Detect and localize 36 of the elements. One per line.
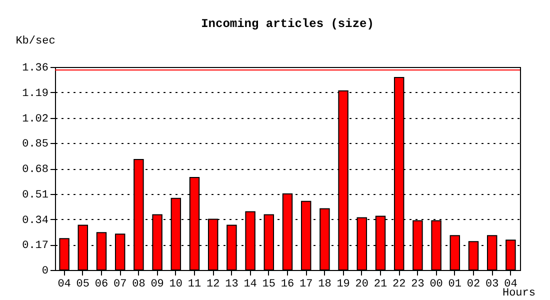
x-tick-label: 16 (280, 278, 294, 290)
x-tick-label: 13 (225, 278, 238, 290)
chart-title: Incoming articles (size) (201, 17, 374, 31)
x-tick-label: 08 (132, 278, 146, 290)
x-tick-label: 01 (448, 278, 462, 290)
y-tick-label: 0.68 (22, 164, 48, 176)
x-tick-label: 04 (58, 278, 72, 290)
x-tick-label: 10 (169, 278, 182, 290)
x-tick-label: 09 (150, 278, 164, 290)
y-tick-label: 0.85 (22, 138, 48, 151)
x-tick-label: 03 (486, 278, 499, 290)
y-tick-label: 0 (42, 266, 48, 278)
x-tick-label: 00 (430, 278, 443, 290)
y-tick-label: 1.19 (22, 88, 48, 100)
x-tick-label: 02 (466, 278, 480, 290)
y-tick-label: 0.51 (22, 189, 49, 202)
y-tick-label: 0.17 (22, 240, 48, 252)
x-tick-label: 12 (206, 278, 220, 290)
x-tick-label: 15 (262, 278, 276, 290)
x-tick-label: 17 (300, 278, 313, 290)
x-tick-label: 05 (76, 278, 90, 290)
x-tick-label: 07 (114, 278, 127, 290)
y-axis-title: Kb/sec (16, 36, 56, 48)
x-tick-label: 11 (188, 278, 202, 290)
x-tick-label: 23 (411, 278, 424, 290)
x-axis-title: Hours (502, 288, 536, 300)
y-tick-label: 0.34 (22, 214, 49, 227)
x-tick-label: 06 (94, 278, 108, 290)
x-tick-label: 21 (374, 278, 388, 290)
x-tick-label: 18 (318, 278, 332, 290)
y-tick-label: 1.02 (22, 113, 48, 126)
x-tick-label: 14 (244, 278, 258, 290)
x-tick-label: 20 (355, 278, 368, 290)
y-tick-label: 1.36 (22, 62, 48, 74)
x-tick-label: 19 (336, 278, 350, 290)
x-tick-label: 22 (392, 278, 406, 290)
